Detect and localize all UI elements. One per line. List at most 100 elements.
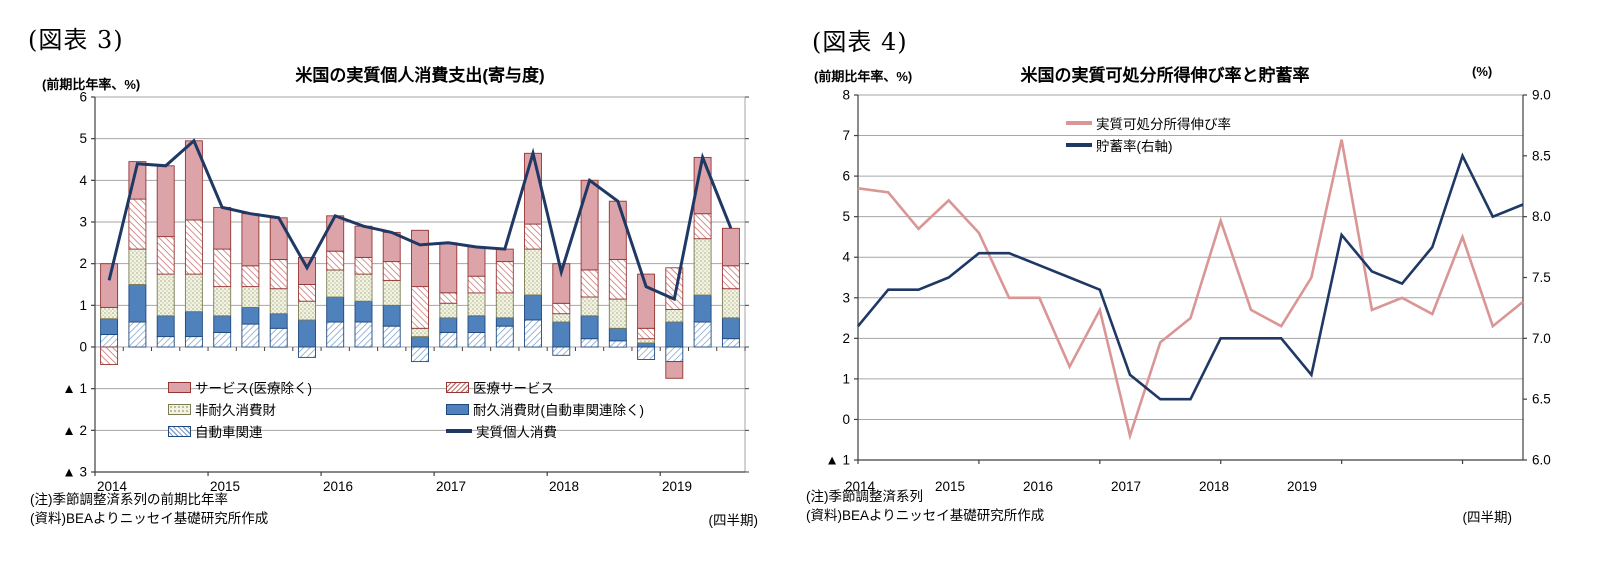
bar-segment-durable [552,321,571,348]
bar-segment-nondurable [156,273,175,317]
bar-segment-services [241,213,260,267]
bar-segment-durable [382,304,401,327]
bar-segment-durable [439,317,458,333]
fig4-left-tick-label: 2 [842,331,850,346]
fig3-year-label: 2016 [323,479,353,494]
bar-segment-auto [524,319,542,348]
fig4-year-label: 2019 [1287,479,1317,494]
bar-segment-durable [354,300,373,323]
fig4-left-tick-label: 3 [842,290,850,305]
bar-segment-medical [241,265,260,288]
figure4-period-label: (四半期) [1462,510,1513,525]
fig4-right-tick-label: 9.0 [1532,88,1551,103]
figure3-period-label: (四半期) [708,513,759,528]
fig4-right-tick-label: 7.0 [1532,331,1551,346]
fig4-left-tick-label: 5 [842,209,850,224]
bar-segment-auto [213,331,232,348]
bar-segment-durable [411,336,429,348]
bar-segment-services [411,229,429,288]
fig3-year-label: 2014 [97,479,128,494]
fig4-left-tick-label: 7 [842,128,850,143]
fig4-saving-line [856,152,1524,401]
bar-segment-auto [354,321,373,348]
bar-segment-services [382,231,401,263]
fig4-left-tick-label: 0 [842,412,850,427]
bar-segment-nondurable [693,238,712,296]
bar-segment-nondurable [354,273,373,302]
fig3-y-tick-label: 5 [79,131,87,146]
fig3-year-label: 2019 [662,479,692,494]
bar-segment-auto [184,336,203,348]
fig3-year-label: 2017 [436,479,466,494]
fig4-left-tick-label: 4 [842,250,850,265]
bar-segment-medical [128,198,147,250]
bar-segment-nondurable [637,338,656,344]
fig3-y-tick-label: ▲ 2 [62,423,87,438]
bar-segment-nondurable [128,248,147,285]
bar-segment-medical [382,261,401,281]
bar-segment-durable [665,321,684,348]
figure3-label: (図表 3) [28,26,124,54]
bar-segment-auto [665,346,684,363]
fig4-right-tick-label: 8.0 [1532,209,1551,224]
bar-segment-services [269,217,288,260]
bar-segment-medical [637,327,656,340]
bar-segment-durable [467,315,486,333]
fig4-right-tick-label: 6.0 [1532,453,1551,468]
bar-segment-auto [552,346,571,356]
bar-segment-auto [721,338,740,348]
bar-segment-nondurable [721,288,740,319]
figure4-left-axis-unit: (前期比年率、%) [814,69,913,84]
saving-line-swatch-icon [1066,143,1092,147]
bar-segment-durable [637,342,656,348]
bar-segment-medical [580,269,599,298]
legend-item-durable: 耐久消費財(自動車関連除く) [446,398,644,420]
figure3-legend: サービス(医療除く) 医療サービス 非耐久消費財 耐久消費財(自動車関連除く) … [168,376,644,442]
bar-segment-durable [693,294,712,323]
fig4-year-label: 2016 [1023,479,1053,494]
bar-segment-medical [552,302,571,315]
bar-segment-durable [495,317,514,327]
medical-swatch-icon [446,381,469,393]
bar-segment-medical [326,250,345,271]
bar-segment-auto [298,346,316,358]
bar-segment-services [213,206,232,250]
fig4-year-label: 2017 [1111,479,1141,494]
fig3-y-tick-label: 1 [79,298,87,313]
bar-segment-durable [608,327,627,342]
bar-segment-services [552,263,571,304]
fig4-right-tick-label: 6.5 [1532,392,1551,407]
bar-segment-auto [608,340,627,348]
bar-segment-durable [241,306,260,325]
bar-segment-nondurable [580,296,599,317]
legend-label-durable: 耐久消費財(自動車関連除く) [473,403,644,418]
bar-segment-services [439,242,458,294]
fig4-income-line [857,139,1524,441]
legend-item-income: 実質可処分所得伸び率 [1066,112,1231,134]
figure3-note-1: (注)季節調整済系列の前期比年率 [30,492,228,507]
services-swatch-icon [168,381,191,393]
bar-segment-durable [100,318,119,335]
bar-segment-auto [100,334,119,348]
bar-segment-medical [693,213,712,240]
bar-segment-durable [269,313,288,329]
bar-segment-auto [693,321,712,348]
figure3-title: 米国の実質個人消費支出(寄与度) [295,66,545,85]
bar-segment-nondurable [213,286,232,317]
bar-segment-auto [495,325,514,348]
bar-segment-services [721,227,740,267]
figure3-left-axis-unit: (前期比年率、%) [42,77,141,92]
bar-segment-durable [524,294,542,321]
bar-segment-auto [269,327,288,348]
fig4-left-tick-label: 6 [842,169,850,184]
bar-segment-services [495,248,514,263]
figure4-note-2: (資料)BEAよりニッセイ基礎研究所作成 [806,508,1045,523]
fig3-year-label: 2015 [210,479,240,494]
figure4-note-1: (注)季節調整済系列 [806,489,923,504]
fig3-y-tick-label: 4 [79,173,87,188]
bar-segment-medical [156,236,175,275]
legend-label-nondurable: 非耐久消費財 [195,403,276,418]
bar-segment-auto [637,346,656,360]
bar-segment-durable [128,284,147,323]
